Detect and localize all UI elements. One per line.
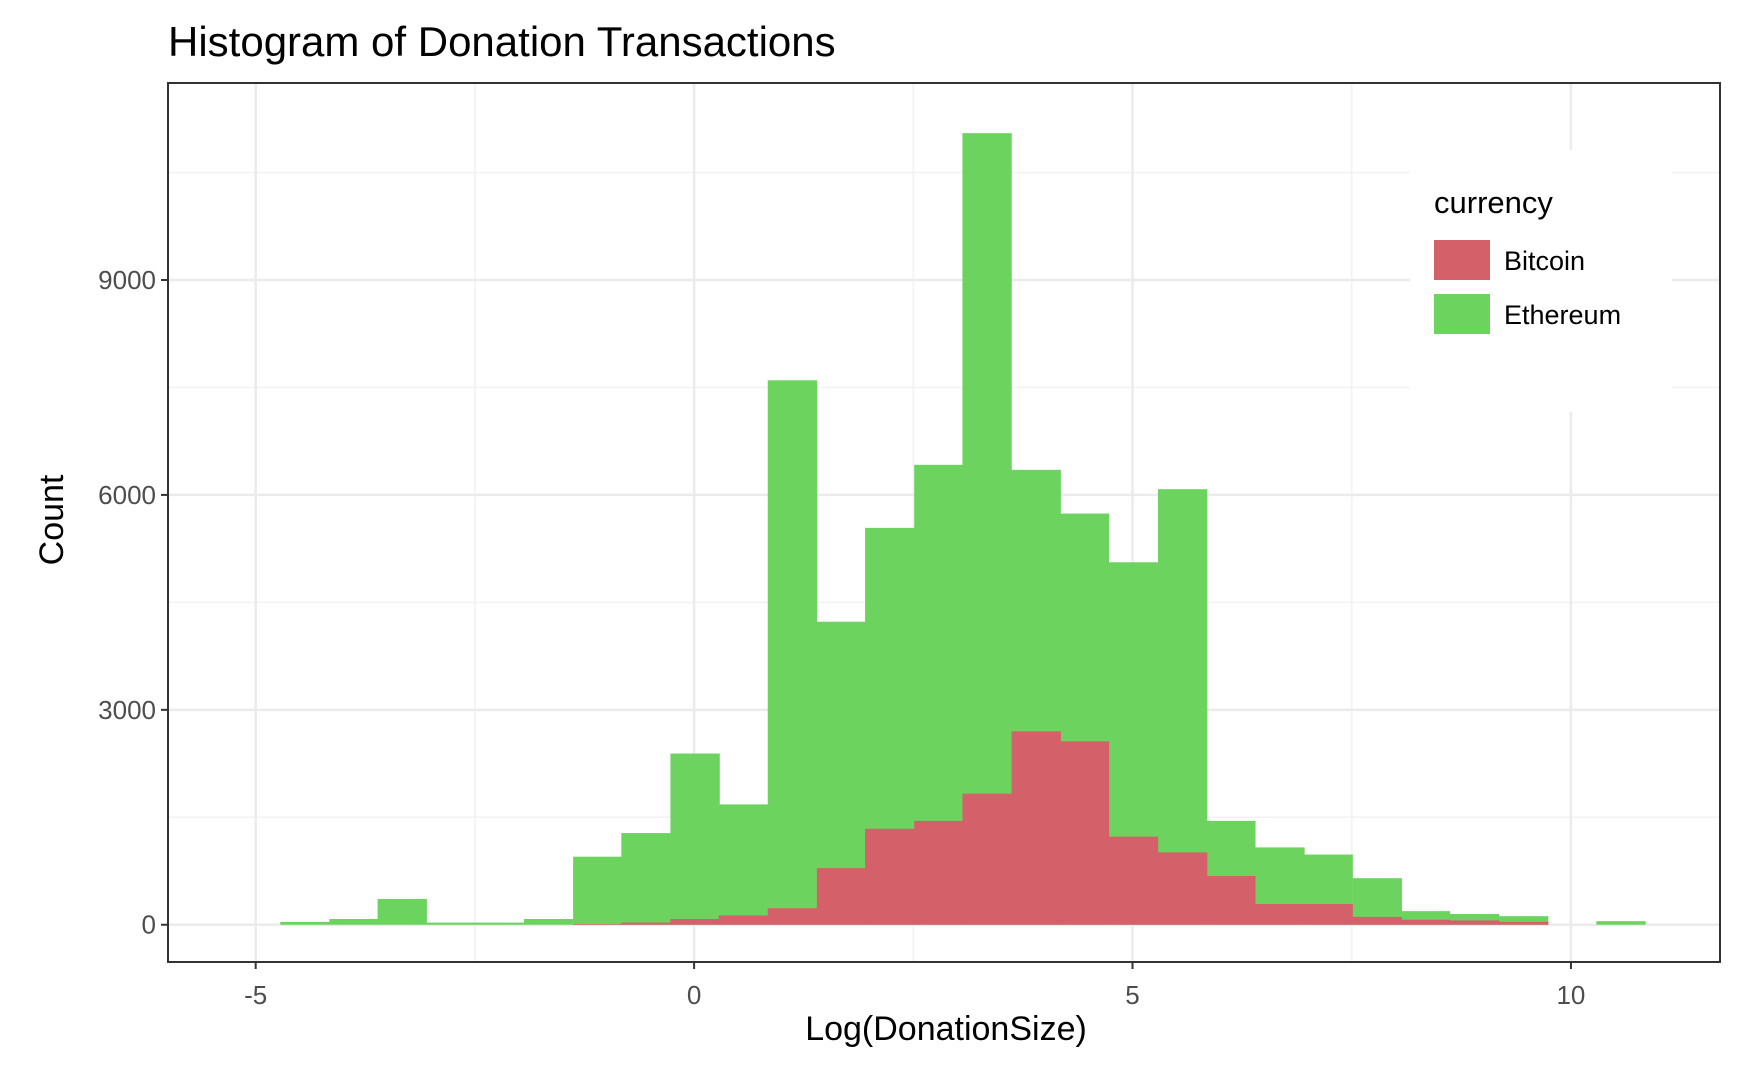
bitcoin-bar: [767, 908, 818, 925]
ethereum-bar: [280, 921, 330, 925]
legend: currency Bitcoin Ethereum: [1410, 150, 1672, 412]
x-tick-label: 0: [687, 980, 701, 1010]
ethereum-bar: [767, 380, 818, 925]
ethereum-bar: [670, 753, 720, 925]
ethereum-bar: [718, 804, 769, 925]
legend-background: [1410, 150, 1672, 412]
panel-border: [167, 82, 1721, 963]
bitcoin-bar: [1206, 876, 1256, 925]
legend-label-bitcoin: Bitcoin: [1504, 246, 1585, 276]
legend-label-ethereum: Ethereum: [1504, 300, 1621, 330]
ethereum-bar: [329, 919, 379, 925]
bitcoin-bar: [1352, 916, 1402, 925]
chart-title: Histogram of Donation Transactions: [168, 18, 836, 65]
ethereum-bar: [621, 833, 671, 925]
ethereum-bar: [962, 133, 1012, 925]
bitcoin-bar: [1157, 852, 1208, 925]
ethereum-bar: [1157, 489, 1208, 925]
bitcoin-bar: [1011, 731, 1061, 925]
y-tick-label: 3000: [98, 695, 156, 725]
y-tick-label: 9000: [98, 265, 156, 295]
x-axis-title: Log(DonationSize): [805, 1010, 1087, 1048]
y-axis-title: Count: [33, 474, 71, 565]
bitcoin-bar: [621, 922, 671, 925]
ethereum-bar: [1596, 921, 1646, 925]
bitcoin-bar: [865, 828, 915, 925]
bitcoin-bar: [1108, 836, 1159, 925]
ethereum-bar: [1449, 914, 1500, 925]
bitcoin-bar: [718, 915, 769, 925]
ethereum-bar: [523, 919, 574, 925]
bitcoin-bar: [1303, 903, 1353, 925]
bitcoin-bar: [1499, 921, 1549, 925]
legend-key-bitcoin: [1434, 240, 1490, 280]
bitcoin-bar: [573, 924, 623, 925]
bitcoin-bar: [962, 793, 1012, 925]
x-tick-label: -5: [244, 980, 267, 1010]
bitcoin-bar: [1400, 919, 1451, 925]
bitcoin-bar: [1255, 903, 1305, 925]
ethereum-bar: [573, 856, 623, 925]
ethereum-bar: [1499, 916, 1549, 925]
bitcoin-bar: [914, 820, 964, 925]
y-tick-label: 6000: [98, 480, 156, 510]
x-tick-label: 10: [1556, 980, 1585, 1010]
y-tick-label: 0: [142, 910, 156, 940]
ethereum-bar: [377, 898, 427, 925]
legend-title: currency: [1434, 185, 1553, 220]
ethereum-bar: [426, 922, 477, 925]
ethereum-bar: [474, 922, 525, 925]
x-tick-label: 5: [1125, 980, 1139, 1010]
bitcoin-bar: [816, 868, 867, 925]
legend-key-ethereum: [1434, 294, 1490, 334]
bitcoin-bar: [1059, 741, 1110, 925]
bitcoin-bar: [1449, 920, 1500, 925]
bitcoin-bar: [670, 919, 720, 925]
